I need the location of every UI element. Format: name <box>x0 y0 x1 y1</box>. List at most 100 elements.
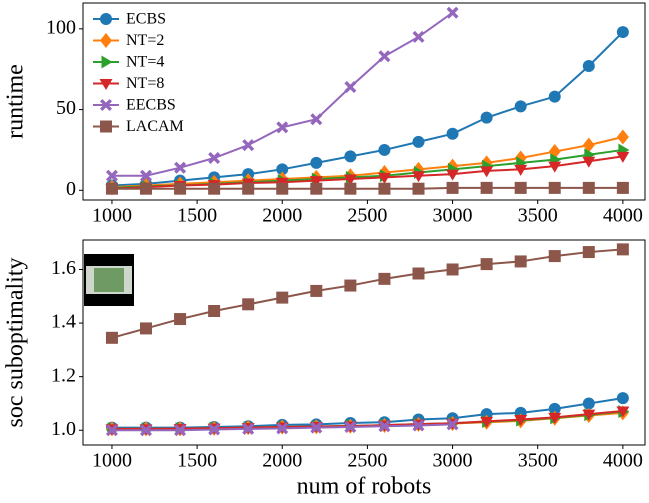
data-point <box>446 418 459 431</box>
data-point <box>310 113 323 126</box>
data-point <box>412 182 425 195</box>
x-tick-label: 3500 <box>518 205 558 227</box>
data-point <box>480 416 494 428</box>
data-point <box>344 80 357 93</box>
legend-marker <box>100 33 112 48</box>
data-point <box>548 181 561 194</box>
data-point <box>344 150 357 163</box>
series-line <box>111 155 624 190</box>
data-point <box>548 250 561 263</box>
x-tick-label: 1500 <box>177 205 217 227</box>
data-point <box>514 164 528 176</box>
data-point <box>208 305 221 318</box>
data-point <box>412 267 425 280</box>
data-point <box>310 156 323 169</box>
x-tick-label: 2000 <box>262 205 302 227</box>
y-tick-label: 50 <box>56 97 76 119</box>
x-tick-label: 3000 <box>433 205 473 227</box>
data-point <box>514 181 527 194</box>
data-point <box>412 30 425 43</box>
legend-marker <box>101 55 113 69</box>
data-point <box>582 181 595 194</box>
data-point <box>616 181 629 194</box>
plot-area <box>105 243 630 437</box>
data-point <box>548 412 562 424</box>
data-point <box>242 139 255 152</box>
data-point <box>309 176 323 188</box>
data-point <box>105 182 118 195</box>
legend-label: NT=4 <box>126 54 164 71</box>
y-tick-label: 1.4 <box>51 311 76 333</box>
legend-label: NT=2 <box>126 32 164 49</box>
data-point <box>446 169 460 181</box>
inset-robots <box>94 268 124 292</box>
data-point <box>582 397 595 410</box>
data-point <box>276 291 289 304</box>
legend-label: LACAM <box>126 118 184 135</box>
data-point <box>140 182 153 195</box>
data-point <box>411 171 425 183</box>
data-point <box>344 182 357 195</box>
y-tick-label: 1.6 <box>51 257 76 279</box>
series-line <box>111 148 624 189</box>
x-axis-label: num of robots <box>297 474 432 500</box>
y-tick-label: 1.2 <box>51 364 76 386</box>
x-tick-label: 1500 <box>177 450 217 472</box>
data-point <box>480 258 493 271</box>
data-point <box>276 422 289 435</box>
data-point <box>378 272 391 285</box>
data-point <box>344 279 357 292</box>
data-point <box>548 161 562 173</box>
data-point <box>582 409 596 421</box>
y-axis-label: soc suboptimality <box>3 258 29 428</box>
data-point <box>412 135 425 148</box>
data-point <box>412 419 425 432</box>
data-point <box>140 322 153 335</box>
data-point <box>480 181 493 194</box>
legend-marker <box>100 120 112 133</box>
data-point <box>548 90 561 103</box>
data-point <box>446 127 459 140</box>
legend-label: ECBS <box>126 11 166 28</box>
data-point <box>446 181 459 194</box>
data-point <box>174 313 187 326</box>
data-point <box>343 174 357 186</box>
x-tick-label: 1000 <box>92 450 132 472</box>
x-tick-label: 4000 <box>603 450 643 472</box>
data-point <box>276 121 289 134</box>
data-point <box>582 156 596 168</box>
data-point <box>582 59 595 72</box>
series-line <box>111 409 623 430</box>
data-point <box>616 151 630 163</box>
data-point <box>174 161 187 174</box>
data-point <box>208 152 221 165</box>
data-point <box>310 284 323 297</box>
data-point <box>616 243 629 256</box>
data-point <box>378 143 391 156</box>
data-point <box>140 169 153 182</box>
series-line <box>111 31 624 187</box>
axes-frame <box>82 239 646 446</box>
data-point <box>548 402 561 415</box>
legend-marker <box>100 99 112 111</box>
data-point <box>514 255 527 268</box>
x-tick-label: 3000 <box>433 450 473 472</box>
data-point <box>140 424 153 437</box>
data-point <box>242 298 255 311</box>
data-point <box>480 166 494 178</box>
data-point <box>276 182 289 195</box>
legend-marker <box>100 13 112 25</box>
data-point <box>514 415 528 427</box>
data-point <box>616 26 629 39</box>
series-line <box>111 248 623 339</box>
data-point <box>616 129 629 145</box>
data-point <box>378 182 391 195</box>
data-point <box>582 246 595 259</box>
series-line <box>111 397 624 429</box>
legend-label: NT=8 <box>126 75 164 92</box>
y-tick-label: 1.0 <box>51 418 76 440</box>
data-point <box>377 172 391 184</box>
data-point <box>208 182 221 195</box>
data-point <box>514 100 527 113</box>
